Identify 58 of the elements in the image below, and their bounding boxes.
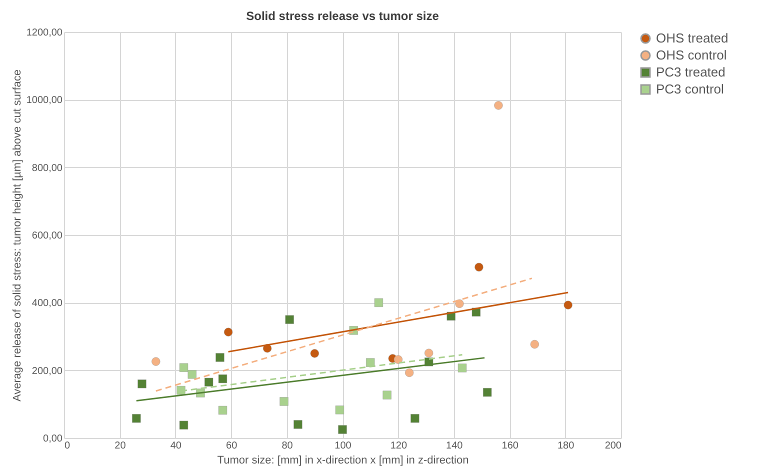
point: [224, 328, 233, 336]
point: [455, 299, 464, 308]
x-tick-label: 80: [282, 440, 294, 452]
y-tick-label: 200,00: [32, 366, 63, 377]
point: [179, 420, 188, 430]
point: [424, 348, 434, 358]
x-tick-label: 120: [390, 440, 408, 452]
x-axis-title: Tumor size: [mm] in x-direction x [mm] in z-direction: [217, 454, 469, 466]
x-tick-label: 20: [114, 440, 126, 452]
point: [294, 420, 302, 429]
x-tick-label: 140: [446, 440, 464, 452]
point: [176, 386, 186, 395]
x-tick-label: 200: [604, 440, 622, 452]
point: [338, 425, 347, 434]
point: [152, 357, 160, 366]
x-tick-label: 180: [557, 440, 575, 452]
point: [204, 378, 214, 387]
point: [405, 368, 414, 378]
x-tick-label: 0: [64, 440, 70, 452]
point: [310, 349, 319, 358]
point: [262, 344, 272, 353]
point: [218, 406, 228, 415]
x-tick-label: 100: [334, 440, 352, 452]
chart-title: Solid stress release vs tumor size: [246, 9, 440, 23]
point: [188, 370, 196, 379]
point: [374, 298, 384, 307]
point: [458, 364, 467, 372]
point: [179, 363, 188, 372]
point: [280, 397, 288, 406]
x-tick-label: 60: [226, 440, 238, 452]
legend-label: PC3 treated: [656, 64, 726, 80]
y-tick-label: 1000,00: [26, 95, 63, 106]
point: [382, 390, 392, 400]
point: [474, 262, 484, 272]
point: [410, 414, 420, 423]
y-axis-title: Average release of solid stress: tumor height [µm] above cut surface: [11, 69, 24, 402]
legend-label: PC3 control: [656, 82, 724, 96]
x-tick-label: 160: [502, 440, 519, 452]
y-tick-label: 400,00: [32, 298, 63, 310]
point: [564, 300, 572, 310]
point: [482, 388, 492, 397]
point: [132, 414, 141, 423]
point: [138, 380, 146, 388]
y-tick-label: 0,00: [43, 434, 63, 444]
point: [285, 315, 294, 324]
point: [394, 355, 403, 364]
y-tick-label: 1200,00: [26, 28, 63, 38]
legend-label: OHS control: [656, 48, 727, 62]
point: [335, 406, 344, 414]
point: [218, 374, 228, 384]
y-tick-label: 600,00: [32, 230, 63, 242]
y-tick-label: 800,00: [32, 162, 63, 174]
point: [216, 353, 224, 362]
point: [366, 358, 375, 367]
point: [494, 101, 503, 110]
point: [530, 340, 539, 349]
x-tick-label: 40: [170, 440, 182, 452]
legend-label: OHS treated: [656, 30, 728, 46]
